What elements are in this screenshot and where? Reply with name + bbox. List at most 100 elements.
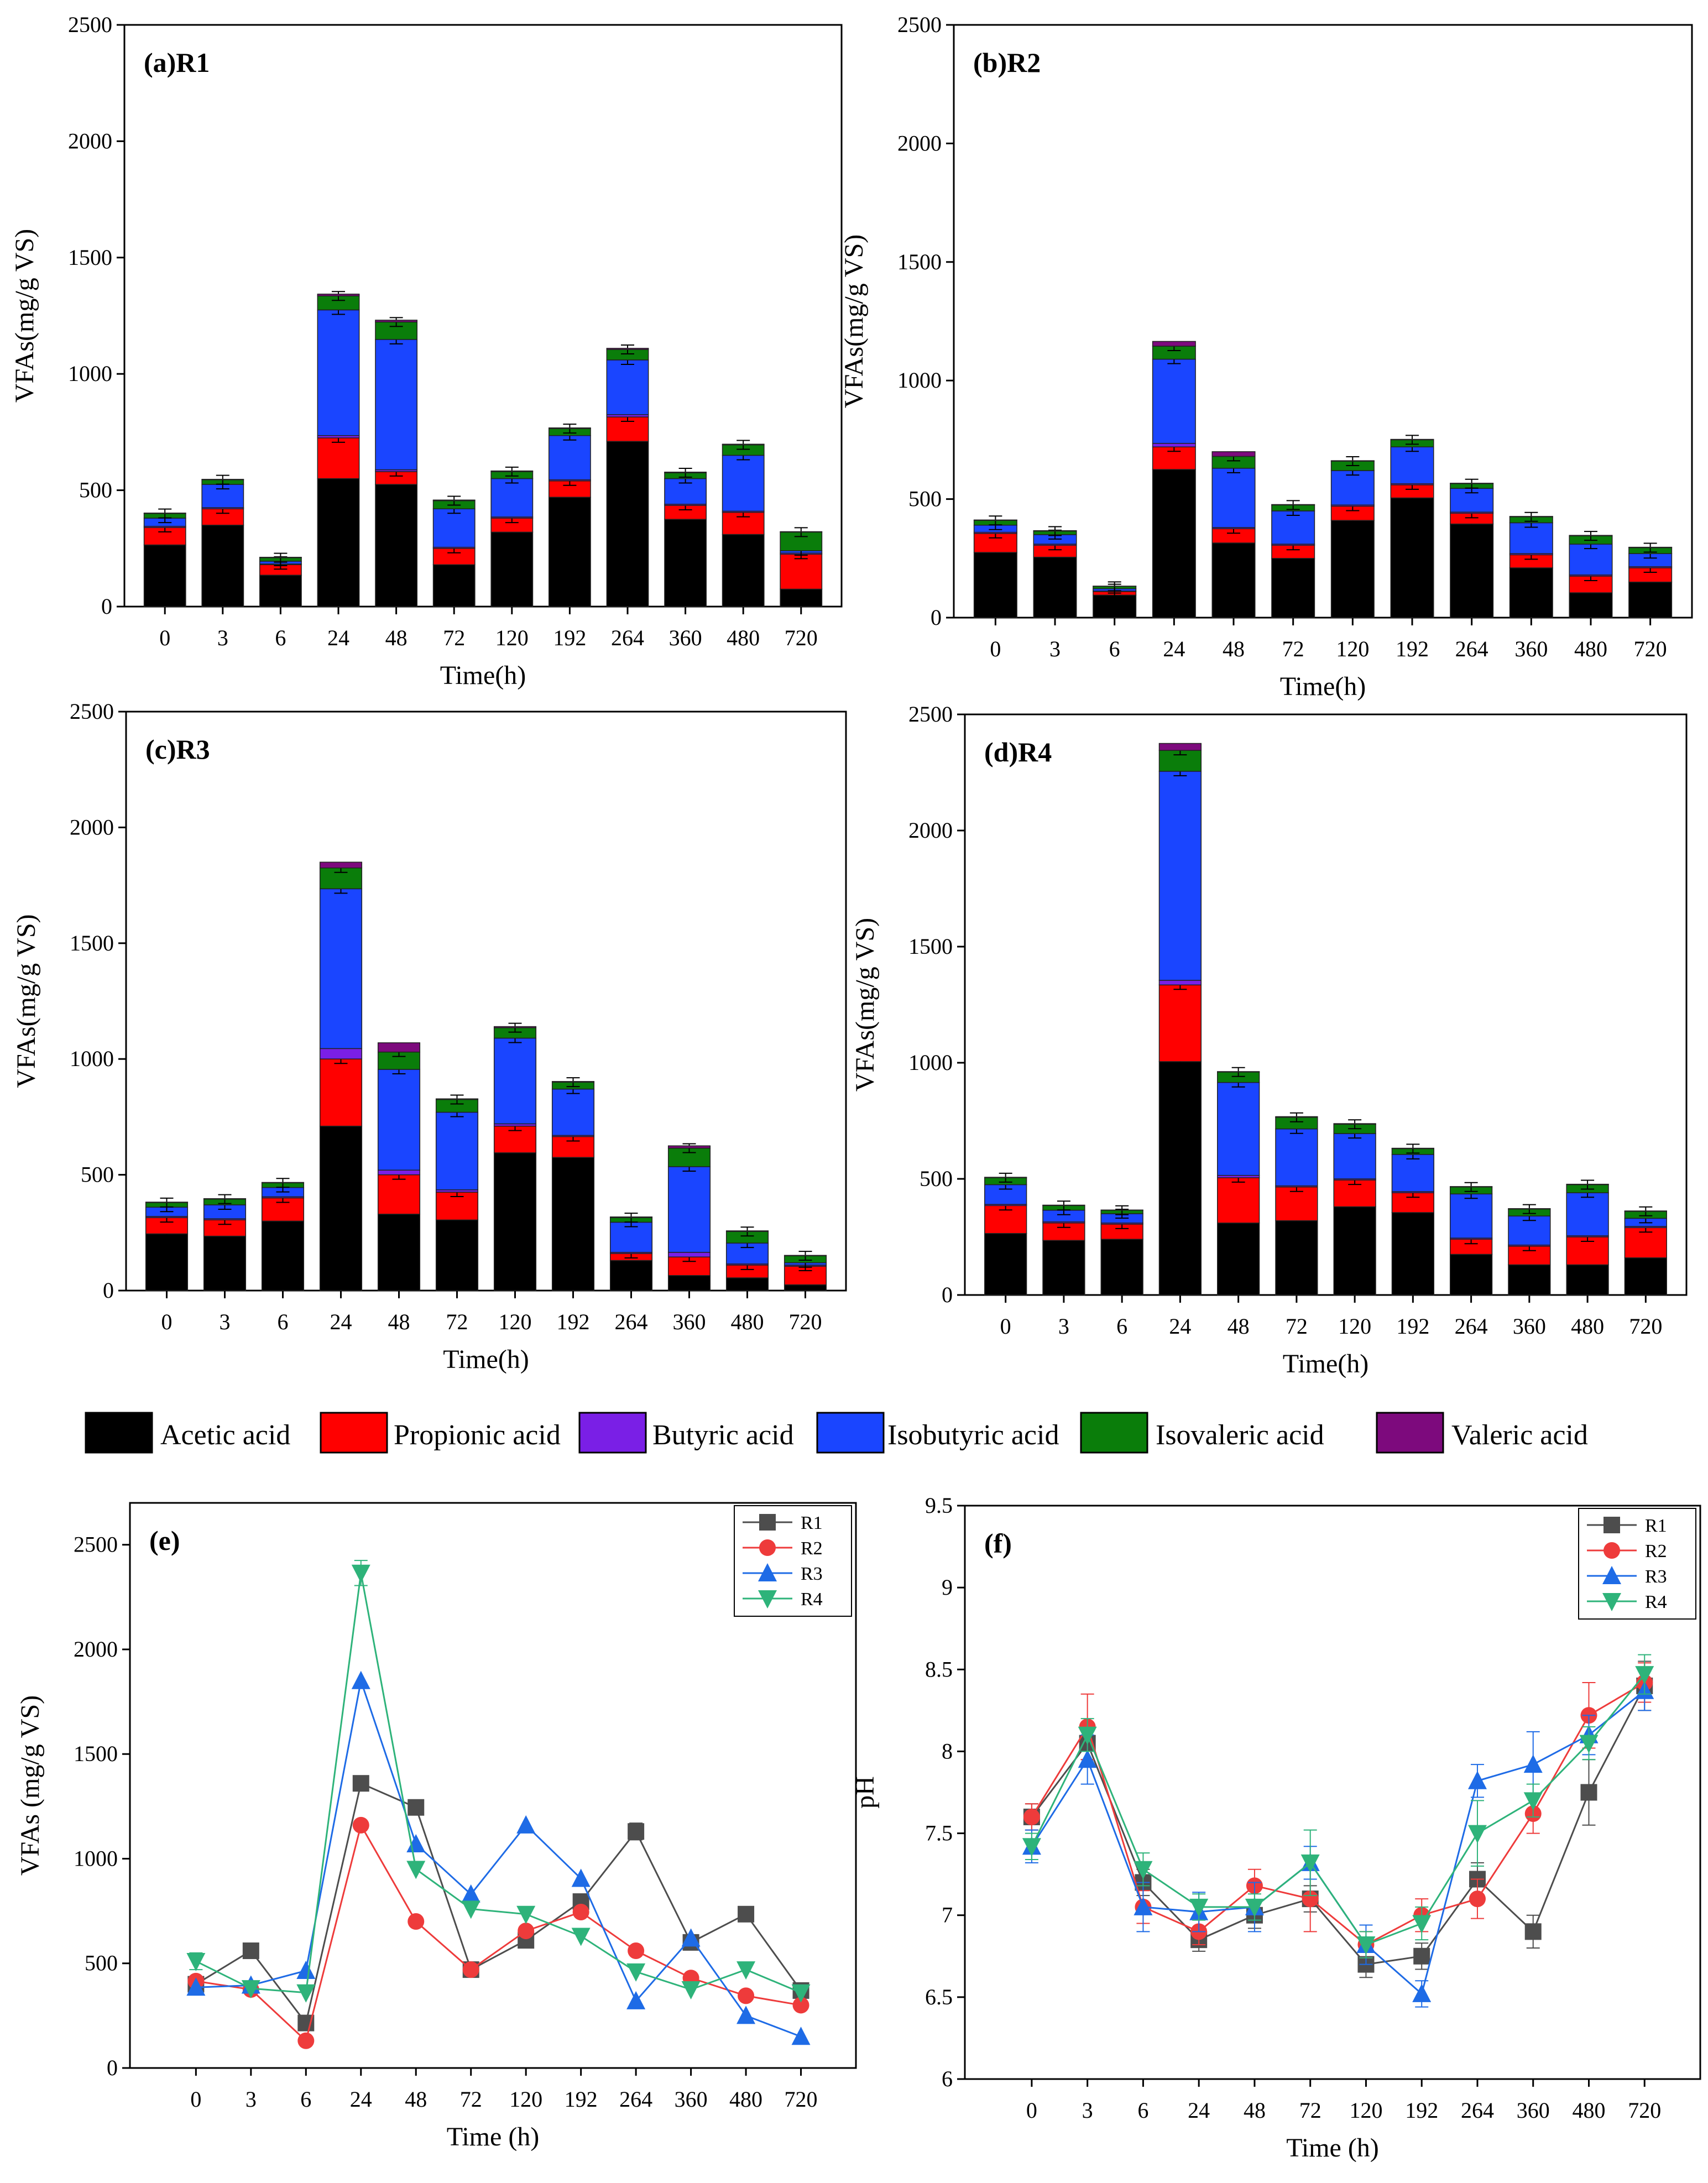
bar-acetic-72h [1271, 558, 1315, 618]
bar-acetic-264h [1450, 523, 1494, 618]
point-R1-360h [1524, 1923, 1542, 1940]
point-R1-264h [628, 1823, 645, 1840]
x-tick-label: 264 [1455, 636, 1488, 661]
x-tick-label: 120 [509, 2087, 542, 2112]
x-tick-label: 72 [443, 625, 465, 650]
bar-isobutyric-120h [1333, 1133, 1376, 1179]
bar-isobutyric-480h [1569, 544, 1613, 576]
bar-acetic-3h [201, 524, 244, 607]
x-tick-label: 264 [619, 2087, 652, 2112]
legend-label-R4: R4 [1645, 1592, 1667, 1612]
legend-label-R2: R2 [1645, 1541, 1667, 1561]
bar-valeric-360h [664, 472, 707, 473]
legend-marker-R3 [1602, 1566, 1621, 1584]
point-R4-480h [737, 1961, 756, 1980]
bar-acetic-24h [1158, 1061, 1202, 1296]
bar-valeric-6h [261, 1182, 305, 1184]
bar-valeric-720h [784, 1255, 827, 1256]
plot-frame [125, 711, 847, 1292]
bar-valeric-264h [609, 1216, 653, 1218]
x-axis-title: Time(h) [1280, 672, 1366, 701]
bar-valeric-24h [319, 861, 363, 869]
bar-butyric-48h [377, 1169, 421, 1176]
legend-swatch-isovaleric [1080, 1412, 1148, 1454]
x-tick-label: 3 [246, 2087, 257, 2112]
bar-valeric-72h [1275, 1116, 1318, 1118]
point-R2-6h [297, 2032, 315, 2049]
point-R2-72h [1302, 1890, 1319, 1908]
series-line-R2 [1031, 1681, 1646, 1946]
point-R2-264h [1469, 1890, 1486, 1908]
bar-acetic-192h [551, 1157, 595, 1291]
x-tick-label: 360 [669, 625, 702, 650]
point-R1-192h [1413, 1947, 1430, 1965]
legend-label-acetic: Acetic acid [160, 1419, 290, 1451]
x-tick-label: 72 [460, 2087, 482, 2112]
y-axis-title: VFAs(mg/g VS) [12, 914, 41, 1088]
x-axis-title: Time (h) [447, 2122, 540, 2151]
bar-acetic-480h [1566, 1264, 1609, 1296]
bar-valeric-24h [1152, 341, 1196, 347]
panel-tag: (d)R4 [984, 737, 1052, 767]
bar-valeric-120h [493, 1026, 537, 1028]
y-tick-label: 0 [101, 594, 112, 619]
point-R3-480h [737, 2006, 756, 2024]
x-tick-label: 3 [1049, 636, 1061, 661]
bar-acetic-120h [1333, 1206, 1376, 1296]
bar-isobutyric-72h [432, 508, 476, 548]
point-R1-24h [352, 1775, 369, 1792]
y-tick-label: 0 [103, 1278, 114, 1303]
x-tick-label: 48 [1223, 636, 1245, 661]
bar-propionic-120h [1330, 505, 1375, 521]
bar-valeric-264h [1450, 483, 1494, 484]
bar-acetic-0h [145, 1233, 189, 1291]
y-tick-label: 0 [107, 2055, 118, 2080]
x-tick-label: 3 [220, 1309, 231, 1334]
x-tick-label: 0 [190, 2087, 201, 2112]
bar-isobutyric-480h [1566, 1192, 1609, 1236]
bar-butyric-24h [1152, 443, 1196, 448]
legend-label-butyric: Butyric acid [652, 1419, 794, 1451]
x-tick-label: 0 [159, 625, 170, 650]
bar-acetic-480h [722, 534, 765, 607]
bar-valeric-24h [1158, 743, 1202, 751]
x-tick-label: 0 [990, 636, 1001, 661]
legend-label-valeric: Valeric acid [1451, 1419, 1588, 1451]
plot-frame [129, 1502, 857, 2069]
point-R3-360h [1523, 1754, 1543, 1773]
bar-valeric-480h [1566, 1183, 1609, 1185]
bar-acetic-120h [493, 1152, 537, 1291]
point-R4-120h [1356, 1936, 1376, 1955]
bar-valeric-480h [722, 443, 765, 446]
x-tick-label: 192 [565, 2087, 598, 2112]
point-R4-264h [626, 1963, 646, 1982]
point-R4-264h [1467, 1825, 1487, 1843]
bar-isobutyric-480h [722, 455, 765, 512]
bar-acetic-0h [143, 544, 186, 607]
bar-isobutyric-24h [319, 888, 363, 1049]
x-tick-label: 720 [1634, 636, 1667, 661]
x-tick-label: 24 [1163, 636, 1185, 661]
x-tick-label: 6 [278, 1309, 289, 1334]
bar-acetic-192h [1390, 497, 1434, 618]
legend-label-R3: R3 [1645, 1566, 1667, 1587]
x-tick-label: 120 [1349, 2098, 1382, 2123]
x-tick-label: 192 [557, 1309, 590, 1334]
x-tick-label: 0 [1000, 1314, 1011, 1339]
legend-marker-R2 [759, 1539, 776, 1556]
panel-a-stacked-bar-chart: 0 500 1000 1500 2000 2500 0 3 6 24 48 72 120 192 264 36… [10, 12, 843, 690]
bar-acetic-192h [1391, 1212, 1435, 1296]
panel-tag: (b)R2 [973, 47, 1041, 78]
x-tick-label: 192 [1396, 636, 1429, 661]
x-tick-label: 0 [1026, 2098, 1037, 2123]
x-tick-label: 264 [1455, 1314, 1488, 1339]
panel-d-stacked-bar-chart: 0 500 1000 1500 2000 2500 0 3 6 24 48 72 120 192 264 36… [850, 702, 1688, 1378]
x-tick-label: 48 [388, 1309, 410, 1334]
panel-tag: (c)R3 [145, 734, 210, 765]
bar-propionic-24h [319, 1058, 363, 1127]
bar-propionic-48h [377, 1174, 421, 1215]
point-R3-0h [186, 1977, 206, 1996]
y-tick-label: 2500 [908, 702, 953, 727]
bar-isobutyric-72h [435, 1111, 479, 1190]
legend-label-R4: R4 [801, 1589, 823, 1610]
